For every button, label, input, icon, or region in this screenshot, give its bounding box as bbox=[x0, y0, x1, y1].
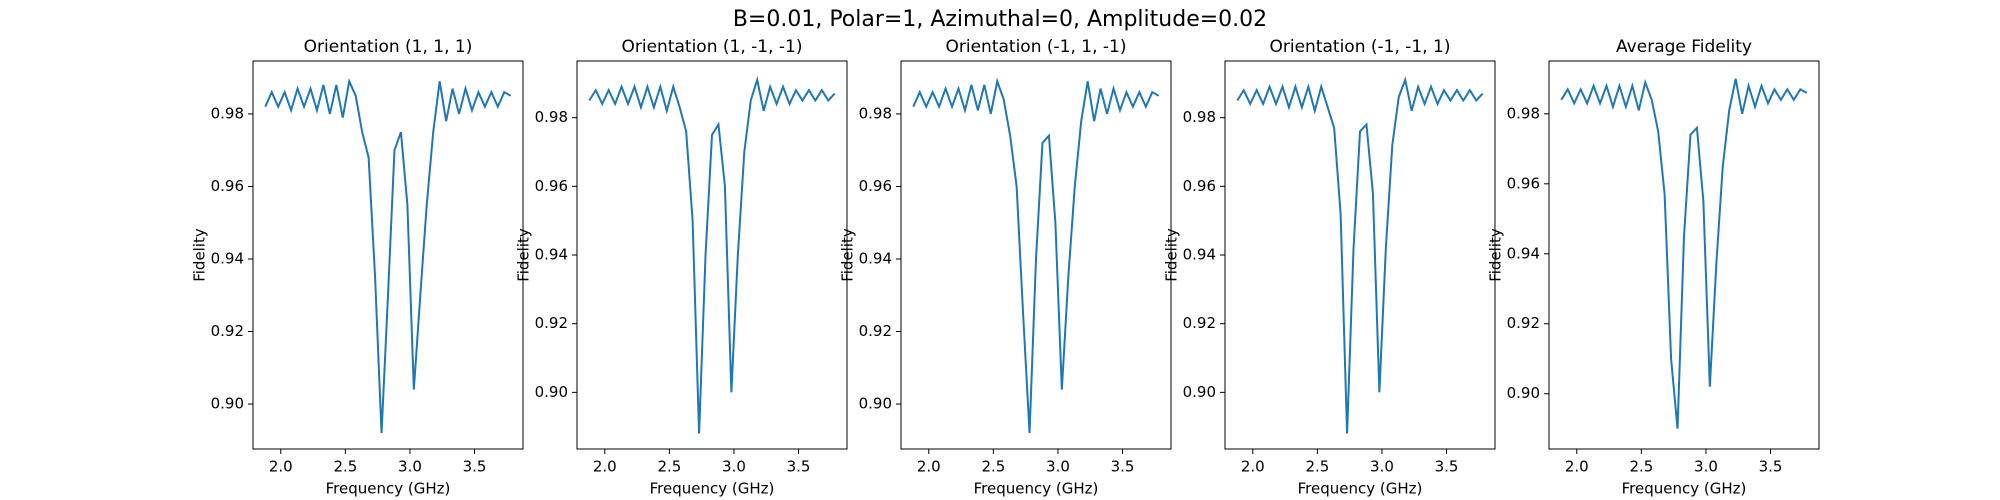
x-tick-label: 2.0 bbox=[917, 458, 941, 476]
data-line bbox=[588, 75, 836, 434]
x-tick-label: 3.5 bbox=[787, 458, 811, 476]
x-tick-label: 3.5 bbox=[1111, 458, 1135, 476]
x-tick-label: 3.5 bbox=[1759, 458, 1783, 476]
y-tick-label: 0.94 bbox=[211, 249, 244, 267]
x-tick-label: 2.5 bbox=[333, 458, 357, 476]
y-tick-label: 0.92 bbox=[1507, 314, 1540, 332]
y-tick-label: 0.96 bbox=[535, 177, 568, 195]
axes-frame bbox=[900, 60, 1172, 450]
subplot-title: Orientation (1, 1, 1) bbox=[304, 37, 473, 57]
x-axis-label: Frequency (GHz) bbox=[650, 480, 775, 498]
y-tick-label: 0.90 bbox=[1183, 383, 1216, 401]
y-tick-label: 0.96 bbox=[1507, 174, 1540, 192]
x-axis-label: Frequency (GHz) bbox=[1298, 480, 1423, 498]
x-tick-label: 3.0 bbox=[1370, 458, 1394, 476]
axes-frame bbox=[1548, 60, 1820, 450]
x-tick-label: 2.0 bbox=[269, 458, 293, 476]
x-tick-label: 3.0 bbox=[1046, 458, 1070, 476]
axes-frame bbox=[1224, 60, 1496, 450]
data-line bbox=[1236, 76, 1484, 434]
y-tick-label: 0.94 bbox=[859, 249, 892, 267]
y-tick-label: 0.90 bbox=[859, 395, 892, 413]
subplot-title: Orientation (1, -1, -1) bbox=[622, 37, 803, 57]
x-tick-label: 2.0 bbox=[1241, 458, 1265, 476]
y-tick-label: 0.92 bbox=[535, 314, 568, 332]
figure-title: B=0.01, Polar=1, Azimuthal=0, Amplitude=… bbox=[733, 7, 1267, 32]
data-line bbox=[1560, 78, 1808, 429]
y-axis-label: Fidelity bbox=[191, 228, 209, 282]
x-tick-label: 3.0 bbox=[1694, 458, 1718, 476]
y-tick-label: 0.94 bbox=[1507, 244, 1540, 262]
y-tick-label: 0.98 bbox=[1183, 108, 1216, 126]
data-line bbox=[264, 77, 512, 434]
y-tick-label: 0.98 bbox=[859, 104, 892, 122]
x-tick-label: 2.5 bbox=[657, 458, 681, 476]
x-tick-label: 2.0 bbox=[1565, 458, 1589, 476]
subplot-title: Orientation (-1, 1, -1) bbox=[946, 37, 1127, 57]
subplot-title: Orientation (-1, -1, 1) bbox=[1270, 37, 1451, 57]
y-tick-label: 0.98 bbox=[535, 108, 568, 126]
subplot-title: Average Fidelity bbox=[1616, 37, 1752, 57]
y-tick-label: 0.92 bbox=[211, 322, 244, 340]
y-axis-label: Fidelity bbox=[1487, 228, 1505, 282]
y-tick-label: 0.90 bbox=[535, 383, 568, 401]
data-line bbox=[912, 77, 1160, 434]
x-tick-label: 3.5 bbox=[463, 458, 487, 476]
y-tick-label: 0.94 bbox=[535, 246, 568, 264]
y-tick-label: 0.96 bbox=[211, 177, 244, 195]
y-tick-label: 0.90 bbox=[1507, 384, 1540, 402]
y-tick-label: 0.98 bbox=[211, 104, 244, 122]
y-tick-label: 0.96 bbox=[859, 177, 892, 195]
x-tick-label: 2.5 bbox=[1305, 458, 1329, 476]
y-axis-label: Fidelity bbox=[515, 228, 533, 282]
axes-frame bbox=[252, 60, 524, 450]
x-axis-label: Frequency (GHz) bbox=[1622, 480, 1747, 498]
y-axis-label: Fidelity bbox=[1163, 228, 1181, 282]
x-tick-label: 3.0 bbox=[398, 458, 422, 476]
x-axis-label: Frequency (GHz) bbox=[326, 480, 451, 498]
x-tick-label: 2.5 bbox=[1629, 458, 1653, 476]
y-axis-label: Fidelity bbox=[839, 228, 857, 282]
y-tick-label: 0.96 bbox=[1183, 177, 1216, 195]
x-tick-label: 2.5 bbox=[981, 458, 1005, 476]
axes-frame bbox=[576, 60, 848, 450]
x-tick-label: 2.0 bbox=[593, 458, 617, 476]
y-tick-label: 0.98 bbox=[1507, 104, 1540, 122]
y-tick-label: 0.92 bbox=[1183, 314, 1216, 332]
x-tick-label: 3.5 bbox=[1435, 458, 1459, 476]
x-axis-label: Frequency (GHz) bbox=[974, 480, 1099, 498]
y-tick-label: 0.90 bbox=[211, 395, 244, 413]
y-tick-label: 0.94 bbox=[1183, 246, 1216, 264]
y-tick-label: 0.92 bbox=[859, 322, 892, 340]
x-tick-label: 3.0 bbox=[722, 458, 746, 476]
